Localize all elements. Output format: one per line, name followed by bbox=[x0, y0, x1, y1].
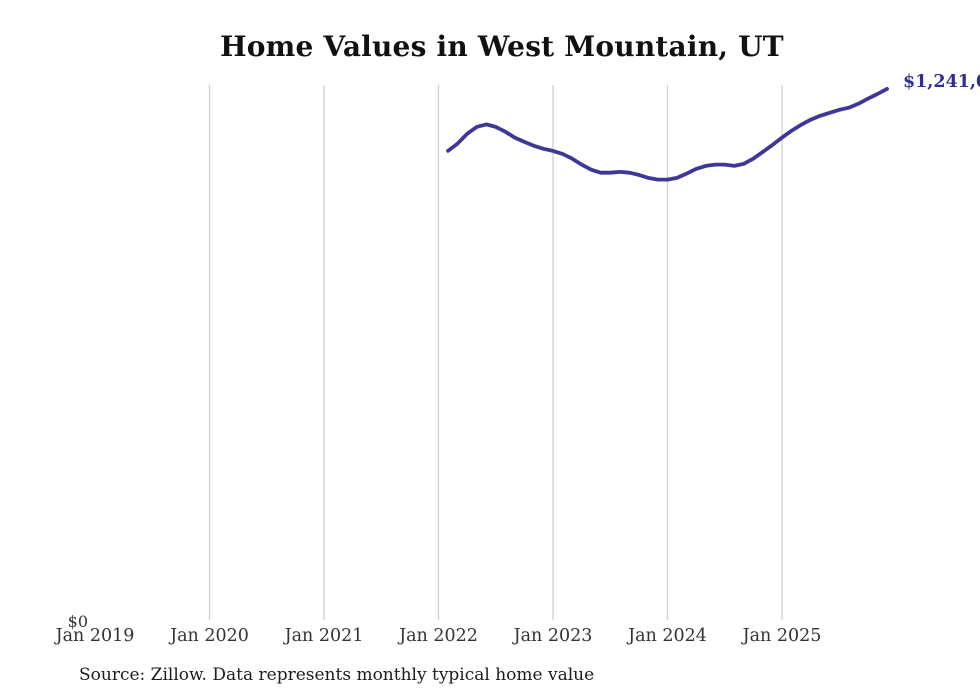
x-axis-label-jan-2020: Jan 2020 bbox=[168, 626, 249, 646]
end-value-label: $1,241,0 bbox=[902, 71, 980, 92]
chart-title: Home Values in West Mountain, UT bbox=[220, 30, 784, 63]
x-axis-label-jan-2023: Jan 2023 bbox=[512, 626, 593, 646]
x-axis-label-jan-2024: Jan 2024 bbox=[626, 626, 707, 646]
x-axis-label-jan-2021: Jan 2021 bbox=[283, 626, 364, 646]
x-axis-label-jan-2022: Jan 2022 bbox=[397, 626, 478, 646]
source-note: Source: Zillow. Data represents monthly … bbox=[79, 665, 595, 685]
x-axis-label-jan-2025: Jan 2025 bbox=[741, 626, 822, 646]
y-axis-zero-label: $0 bbox=[68, 612, 88, 631]
x-axis-label-jan-2019: Jan 2019 bbox=[54, 626, 135, 646]
series-line bbox=[446, 87, 889, 182]
